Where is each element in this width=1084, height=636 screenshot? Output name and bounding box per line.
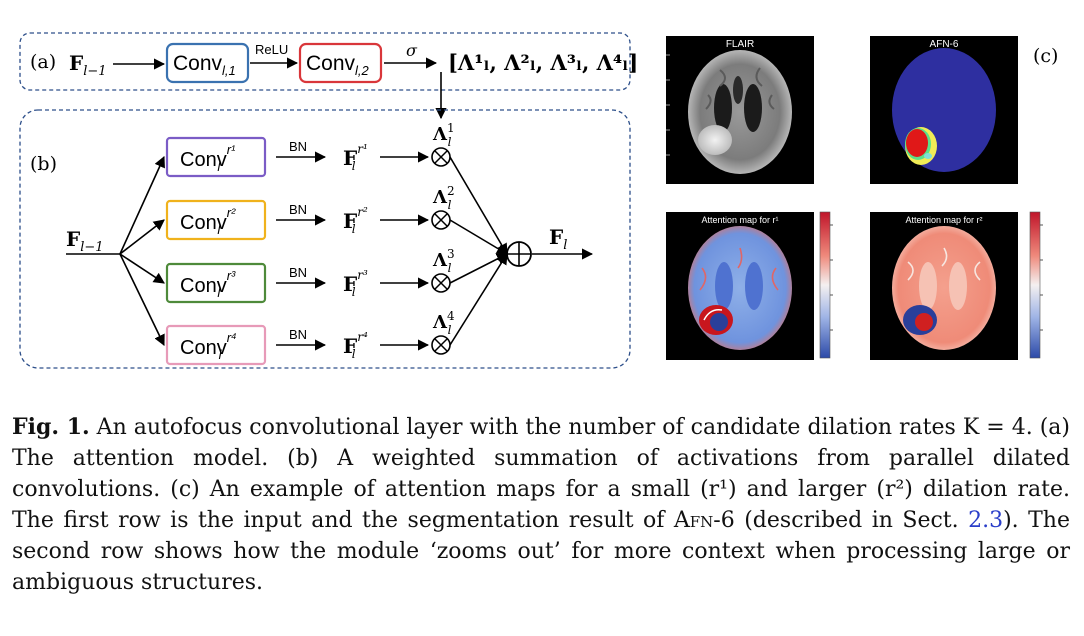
conv-branch-label: Convr³ l bbox=[180, 268, 236, 300]
lambda-label: Λ2 l bbox=[432, 184, 455, 212]
panel-c-tag: (c) bbox=[1033, 45, 1058, 67]
conv-branch-box bbox=[165, 262, 267, 304]
colorbar-r2 bbox=[1029, 211, 1043, 359]
lambda-label: Λ1 l bbox=[432, 121, 455, 149]
conv-l2-box bbox=[298, 42, 383, 84]
conv-branch-box bbox=[165, 324, 267, 366]
panel-b-frame bbox=[19, 109, 631, 369]
caption-text-1: An autofocus convolutional layer with th… bbox=[12, 415, 1070, 533]
panel-b-tag: (b) bbox=[30, 153, 57, 175]
caption-afn: Afn-6 bbox=[673, 508, 735, 533]
conv-branch-label: Convr² l bbox=[180, 205, 236, 237]
caption-text-3: ). The second row shows how the module ‘… bbox=[12, 508, 1070, 595]
panel-a-tag: (a) bbox=[30, 51, 56, 73]
to-sum-arrow bbox=[449, 219, 508, 255]
attention-r2-image: Attention map for r² bbox=[870, 212, 1018, 360]
figure-diagram: (a) Fl−1 Convl,1 ReLU Convl,2 σ [Λ¹ₗ, Λ²… bbox=[19, 32, 1058, 369]
conv-branch-label: Convr¹ l bbox=[180, 142, 236, 174]
feature-label: Fr² l bbox=[343, 205, 368, 236]
flair-ticks bbox=[666, 54, 670, 156]
colorbar-r1 bbox=[819, 211, 833, 359]
bn-label: BN bbox=[289, 327, 307, 342]
bn-label: BN bbox=[289, 139, 307, 154]
figure-caption: Fig. 1. An autofocus convolutional layer… bbox=[12, 412, 1070, 598]
fan-arrow bbox=[119, 253, 165, 284]
feature-label: Fr⁴ l bbox=[343, 330, 368, 361]
attention-r1-image: Attention map for r¹ bbox=[666, 212, 814, 360]
flair-image: FLAIR bbox=[666, 36, 814, 184]
relu-label: ReLU bbox=[255, 42, 288, 57]
section-link[interactable]: 2.3 bbox=[968, 508, 1004, 533]
panel-a-frame bbox=[19, 32, 631, 91]
attention-r1-title: Attention map for r¹ bbox=[701, 215, 778, 225]
bn-label: BN bbox=[289, 265, 307, 280]
to-sum-arrow bbox=[449, 156, 508, 255]
sigma-label: σ bbox=[406, 41, 418, 60]
panel-b-output: Fl bbox=[549, 225, 567, 253]
conv-l1-box bbox=[165, 42, 250, 84]
to-sum-arrow bbox=[449, 253, 508, 346]
conv-branch-box bbox=[165, 199, 267, 241]
attention-output: [Λ¹ₗ, Λ²ₗ, Λ³ₗ, Λ⁴ₗ] bbox=[448, 50, 638, 75]
multiply-cross-b bbox=[434, 276, 448, 290]
bn-label: BN bbox=[289, 202, 307, 217]
segmentation-image: AFN-6 bbox=[870, 36, 1018, 184]
multiply-cross-b bbox=[434, 150, 448, 164]
conv-l2-label: Convl,2 bbox=[306, 52, 370, 78]
feature-label: Fr¹ l bbox=[343, 142, 368, 173]
lambda-label: Λ3 l bbox=[432, 247, 455, 275]
conv-branch-label: Convr⁴ l bbox=[180, 330, 237, 362]
panel-a-input: Fl−1 bbox=[69, 51, 107, 79]
multiply-cross-b bbox=[434, 213, 448, 227]
attention-r2-title: Attention map for r² bbox=[905, 215, 982, 225]
multiply-cross-b bbox=[434, 338, 448, 352]
caption-label: Fig. 1. bbox=[12, 414, 90, 440]
segmentation-title: AFN-6 bbox=[930, 39, 959, 50]
lambda-label: Λ4 l bbox=[432, 309, 455, 337]
flair-title: FLAIR bbox=[726, 39, 754, 50]
conv-l1-label: Convl,1 bbox=[173, 52, 236, 78]
caption-text-2: (described in Sect. bbox=[734, 508, 969, 533]
fan-arrow bbox=[119, 253, 165, 347]
conv-branch-box bbox=[165, 136, 267, 178]
branch-group: Convr¹ l BN Fr¹ l Λ1 l Convr² l BN Fr² l Λ2 l Convr³ l B… bbox=[119, 121, 508, 366]
fan-arrow bbox=[119, 219, 165, 255]
fan-arrow bbox=[119, 155, 165, 255]
feature-label: Fr³ l bbox=[343, 268, 368, 299]
panel-b-input: Fl−1 bbox=[66, 227, 104, 255]
